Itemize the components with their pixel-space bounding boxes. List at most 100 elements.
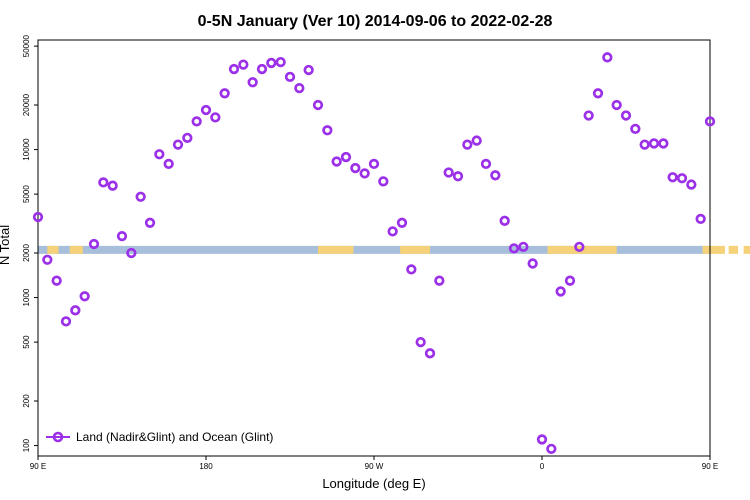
y-tick-label: 200 [22,394,31,408]
data-point [406,264,417,275]
x-axis-label: Longitude (deg E) [322,476,425,491]
data-point [182,132,193,144]
land-band-segment [47,245,59,254]
legend: Land (Nadir&Glint) and Ocean (Glint) [46,430,273,444]
data-point [284,71,296,83]
surface-band [38,245,750,254]
y-axis-label: N Total [0,225,12,265]
y-tick-label: 5000 [22,185,31,203]
data-point [154,149,165,160]
data-point [331,156,342,167]
land-band-segment [400,245,430,254]
data-point [462,139,473,150]
data-point [480,158,492,170]
data-point [490,170,501,181]
y-tick-label: 10000 [22,138,31,161]
data-point [135,191,146,202]
x-tick-label: 90 W [365,462,384,471]
legend-marker [52,431,64,443]
data-point [172,139,184,150]
data-point [434,275,445,286]
ocean-band [38,245,710,254]
data-point [630,123,641,135]
land-band-segment [318,245,354,254]
chart-title: 0-5N January (Ver 10) 2014-09-06 to 2022… [198,13,553,30]
land-band-segment [728,245,738,254]
data-point [219,88,230,99]
x-axis: 90 E 180 90 W 0 90 E [30,456,718,471]
data-point [574,241,585,253]
data-point [200,104,212,116]
data-point [686,179,697,190]
data-point [368,158,380,170]
y-axis: 100 200 500 1000 2000 5000 10000 20000 50000 [22,34,38,452]
x-tick-label: 90 E [30,462,46,471]
data-point [116,230,128,242]
data-point [508,243,520,254]
data-point [611,99,622,111]
data-point [70,305,81,316]
y-tick-label: 20000 [22,93,31,116]
y-tick-label: 100 [22,438,31,452]
data-point [266,57,277,69]
data-point [359,168,370,179]
data-point [536,434,548,445]
data-point [648,138,660,149]
data-point [51,275,62,286]
data-point [564,275,576,286]
land-band-segment [702,245,725,254]
data-point [303,64,314,76]
data-point [695,213,706,225]
y-tick-label: 1000 [22,288,31,306]
legend-label: Land (Nadir&Glint) and Ocean (Glint) [76,430,273,444]
data-point [247,77,258,88]
data-point [415,336,426,348]
data-point [499,215,510,226]
data-point [620,110,632,121]
data-point [424,348,436,359]
data-point [126,247,137,259]
data-point [275,56,286,68]
data-point [88,238,100,250]
data-point [676,173,688,184]
data-point [443,167,454,178]
data-point [42,254,53,265]
data-point [396,217,408,228]
data-point [527,258,538,269]
data-point [555,286,566,297]
data-point [602,52,613,63]
data-point [191,116,202,127]
data-point [32,211,44,223]
data-points [32,52,716,455]
data-point [546,443,557,455]
data-point [518,241,529,253]
data-point [256,63,268,75]
data-point [387,226,398,237]
data-point [210,112,221,123]
data-point [238,59,249,70]
y-tick-label: 50000 [22,34,31,57]
data-point [658,138,669,149]
data-point [592,88,604,99]
data-point [163,158,174,170]
y-tick-label: 500 [22,335,31,349]
x-tick-label: 90 E [702,462,718,471]
data-point [79,291,90,302]
x-tick-label: 180 [199,462,213,471]
data-point [583,110,594,121]
data-point [639,139,650,150]
data-point [144,217,156,228]
data-point [322,125,333,136]
data-point [107,180,118,191]
data-point [60,316,72,327]
land-band-segment [743,245,750,254]
data-point [98,177,109,188]
data-point [471,135,482,146]
data-point [452,171,464,182]
y-tick-label: 2000 [22,244,31,262]
land-band-segment [69,245,83,254]
data-point [667,172,678,183]
x-tick-label: 0 [540,462,545,471]
data-point [294,83,305,94]
